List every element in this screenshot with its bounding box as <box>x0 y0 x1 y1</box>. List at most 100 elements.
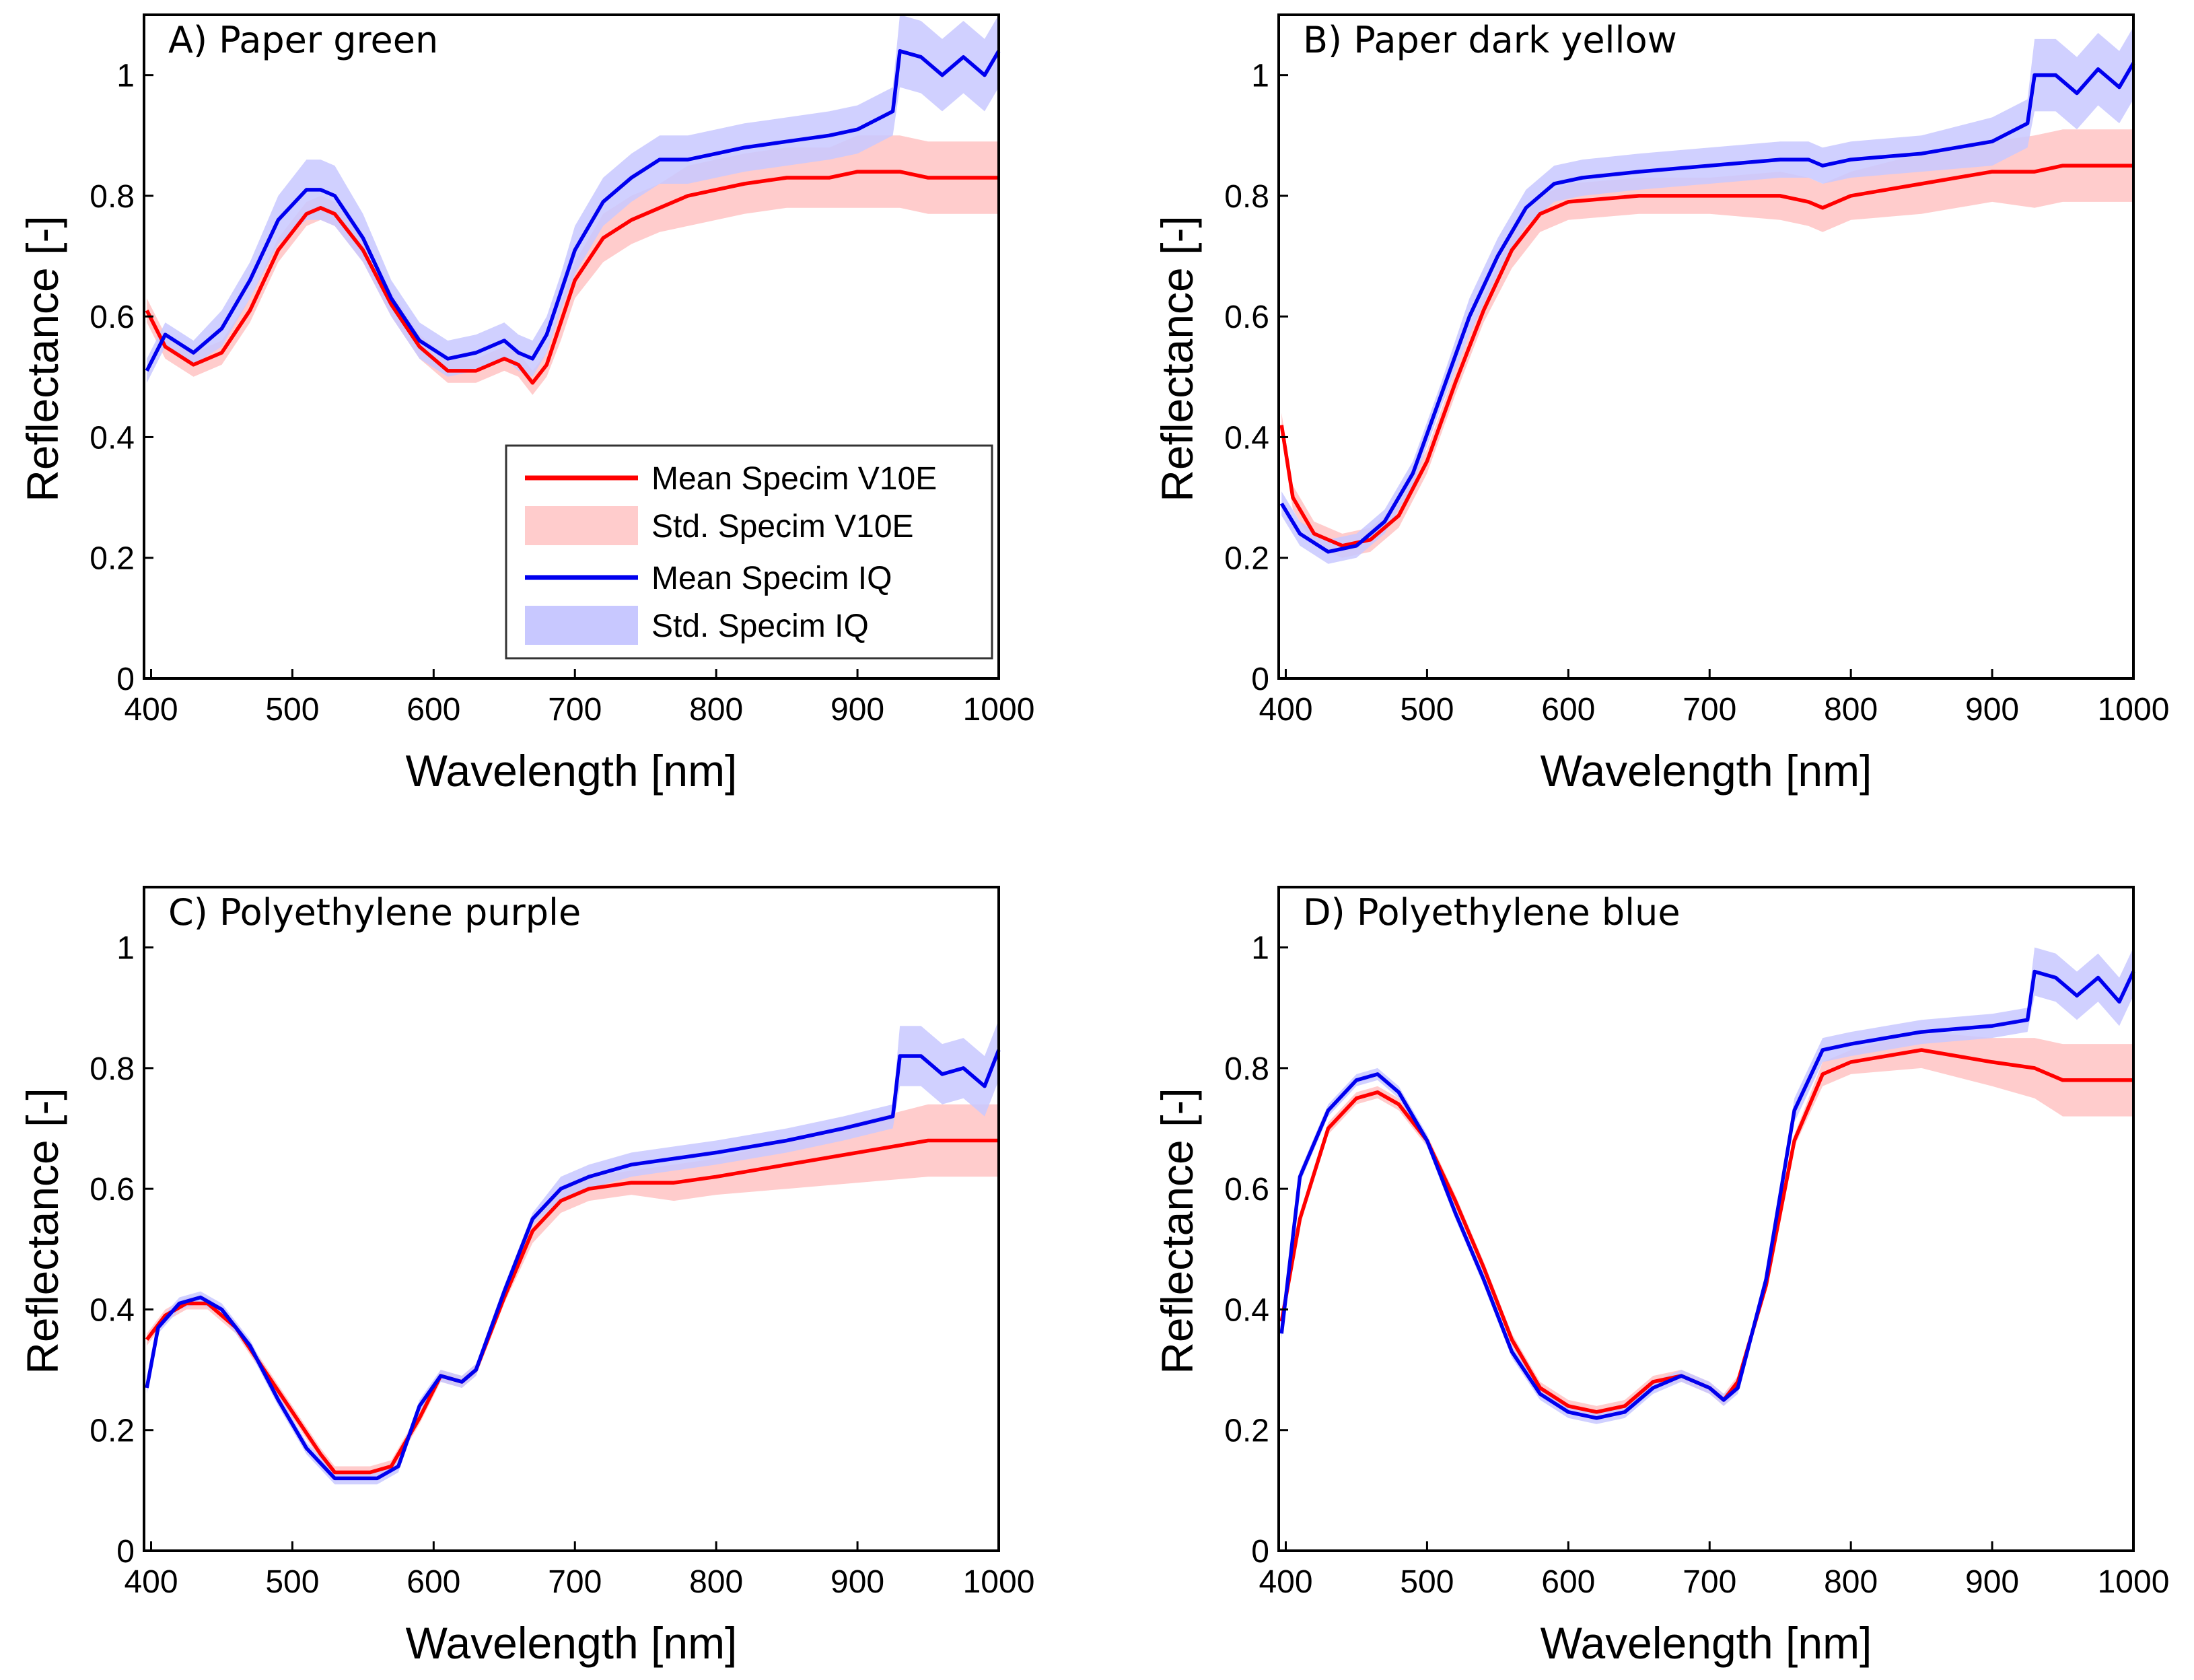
x-tick-label: 900 <box>830 1564 884 1600</box>
y-axis-label: Reflectance [-] <box>17 1088 67 1374</box>
y-tick-label: 0.2 <box>90 1413 135 1449</box>
x-tick-label: 1000 <box>963 1564 1035 1600</box>
axis-ticks: 400 500 600 700 800 900 1000 0 0.2 0.4 0.6 0.8 1 <box>1224 59 2169 728</box>
x-tick-label: 400 <box>1259 1564 1312 1600</box>
x-tick-label: 800 <box>1824 692 1878 728</box>
std-bands <box>147 15 999 395</box>
mean-line-v10e <box>145 170 999 385</box>
panel-c: 400 500 600 700 800 900 1000 0 0.2 0.4 0.6 0.8 1 C) … <box>17 886 1034 1668</box>
y-tick-label: 0.6 <box>90 1172 135 1208</box>
std-band-v10e <box>147 135 999 395</box>
x-tick-label: 800 <box>689 692 743 728</box>
mean-line-iq <box>1279 62 2135 554</box>
legend-label-v10e-mean: Mean Specim V10E <box>651 461 937 497</box>
y-tick-label: 0.6 <box>1224 300 1269 335</box>
x-tick-label: 600 <box>406 1564 460 1600</box>
legend-swatch-v10e-std <box>525 506 638 545</box>
axis-ticks: 400 500 600 700 800 900 1000 0 0.2 0.4 0.6 0.8 1 <box>90 59 1034 728</box>
x-tick-label: 600 <box>406 692 460 728</box>
std-band-iq <box>147 1020 999 1485</box>
y-tick-label: 0.8 <box>1224 1051 1269 1087</box>
mean-line-iq <box>145 1049 1001 1481</box>
x-tick-label: 900 <box>830 692 884 728</box>
axes-frame <box>1277 13 2135 680</box>
mean-lines <box>145 1049 1001 1481</box>
y-tick-label: 0 <box>116 662 135 697</box>
std-bands <box>1281 26 2133 564</box>
y-tick-label: 0 <box>1251 662 1269 697</box>
x-tick-label: 1000 <box>2098 692 2170 728</box>
x-tick-label: 700 <box>1683 692 1736 728</box>
axis-ticks: 400 500 600 700 800 900 1000 0 0.2 0.4 0.6 0.8 1 <box>90 931 1034 1600</box>
y-tick-label: 0.8 <box>90 179 135 215</box>
panel-b: 400 500 600 700 800 900 1000 0 0.2 0.4 0.6 0.8 1 B) … <box>1152 13 2169 796</box>
legend-swatch-iq-std <box>525 606 638 645</box>
panel-title: A) Paper green <box>168 19 438 61</box>
y-tick-label: 0.2 <box>90 541 135 577</box>
x-axis-label: Wavelength [nm] <box>1541 746 1872 796</box>
x-axis-label: Wavelength [nm] <box>406 746 738 796</box>
std-band-iq <box>147 15 999 383</box>
panel-a: 400 500 600 700 800 900 1000 0 0.2 0.4 0.6 0.8 1 A) … <box>17 13 1034 796</box>
legend-label-v10e-std: Std. Specim V10E <box>651 509 914 545</box>
y-tick-label: 1 <box>1251 59 1269 94</box>
x-tick-label: 500 <box>265 1564 319 1600</box>
y-tick-label: 1 <box>116 931 135 967</box>
x-tick-label: 500 <box>1400 692 1454 728</box>
y-axis-label: Reflectance [-] <box>17 215 67 502</box>
y-tick-label: 0.2 <box>1224 541 1269 577</box>
std-band-v10e <box>1281 129 2133 558</box>
mean-line-v10e <box>1279 1048 2133 1414</box>
x-tick-label: 700 <box>548 692 602 728</box>
x-tick-label: 400 <box>1259 692 1312 728</box>
x-tick-label: 500 <box>265 692 319 728</box>
y-tick-label: 0.4 <box>1224 1292 1269 1328</box>
axes-frame <box>1277 886 2135 1552</box>
std-band-iq <box>1281 26 2133 564</box>
y-tick-label: 0.6 <box>1224 1172 1269 1208</box>
x-tick-label: 800 <box>689 1564 743 1600</box>
axes-frame <box>143 13 1000 680</box>
y-tick-label: 0.4 <box>1224 420 1269 456</box>
legend-label-iq-mean: Mean Specim IQ <box>651 561 892 596</box>
y-tick-label: 0.4 <box>90 420 135 456</box>
y-tick-label: 0.8 <box>90 1051 135 1087</box>
x-tick-label: 500 <box>1400 1564 1454 1600</box>
x-axis-label: Wavelength [nm] <box>1541 1618 1872 1668</box>
y-tick-label: 0.4 <box>90 1292 135 1328</box>
panel-title: B) Paper dark yellow <box>1303 19 1677 61</box>
x-tick-label: 400 <box>124 1564 178 1600</box>
std-bands <box>1281 947 2133 1424</box>
std-band-iq <box>1281 947 2133 1424</box>
y-tick-label: 0.2 <box>1224 1413 1269 1449</box>
std-bands <box>147 1020 999 1485</box>
x-tick-label: 900 <box>1965 692 2019 728</box>
panel-d: 400 500 600 700 800 900 1000 0 0.2 0.4 0.6 0.8 1 D) … <box>1152 886 2169 1668</box>
mean-lines <box>145 49 1001 385</box>
y-tick-label: 0.8 <box>1224 179 1269 215</box>
y-tick-label: 0 <box>1251 1534 1269 1570</box>
x-tick-label: 600 <box>1541 1564 1595 1600</box>
x-tick-label: 700 <box>548 1564 602 1600</box>
legend: Mean Specim V10E Std. Specim V10E Mean S… <box>505 444 993 660</box>
y-tick-label: 0 <box>116 1534 135 1570</box>
y-axis-label: Reflectance [-] <box>1152 1088 1202 1374</box>
x-tick-label: 1000 <box>2098 1564 2170 1600</box>
axis-ticks: 400 500 600 700 800 900 1000 0 0.2 0.4 0.6 0.8 1 <box>1224 931 2169 1600</box>
x-tick-label: 1000 <box>963 692 1035 728</box>
axes-frame <box>143 886 1000 1552</box>
x-tick-label: 700 <box>1683 1564 1736 1600</box>
mean-line-iq <box>145 49 1001 372</box>
y-tick-label: 1 <box>116 59 135 94</box>
y-tick-label: 1 <box>1251 931 1269 967</box>
x-tick-label: 400 <box>124 692 178 728</box>
legend-label-iq-std: Std. Specim IQ <box>651 608 869 644</box>
mean-line-iq <box>1279 969 2135 1420</box>
mean-lines <box>1279 969 2135 1420</box>
x-tick-label: 600 <box>1541 692 1595 728</box>
x-axis-label: Wavelength [nm] <box>406 1618 738 1668</box>
y-axis-label: Reflectance [-] <box>1152 215 1202 502</box>
std-band-v10e <box>147 1104 999 1479</box>
y-tick-label: 0.6 <box>90 300 135 335</box>
